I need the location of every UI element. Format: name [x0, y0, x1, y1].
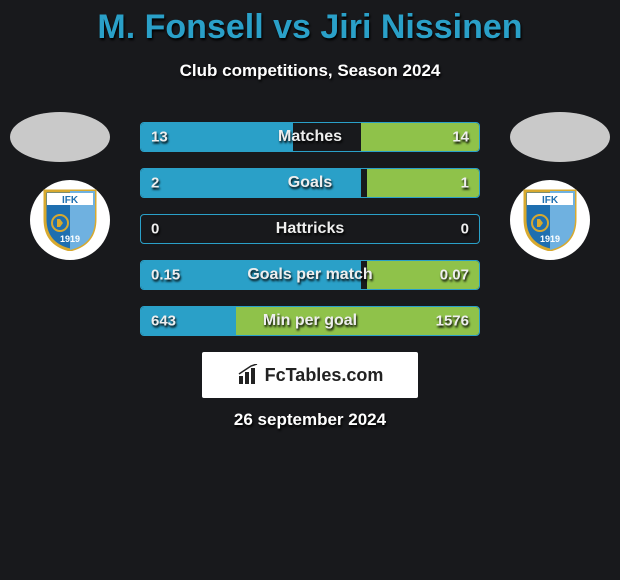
stat-value-right: 1	[461, 175, 469, 192]
player-avatar-left	[10, 112, 110, 162]
svg-text:IFK: IFK	[542, 195, 559, 206]
shield-icon: IFK 1919	[43, 189, 97, 251]
svg-text:IFK: IFK	[62, 195, 79, 206]
stat-row: 0 0 Hattricks	[140, 214, 480, 244]
page-title: M. Fonsell vs Jiri Nissinen	[0, 0, 620, 47]
stat-value-left: 2	[151, 175, 159, 192]
date-text: 26 september 2024	[234, 410, 386, 430]
brand-badge: FcTables.com	[202, 352, 418, 398]
svg-text:1919: 1919	[540, 234, 560, 244]
stat-row: 643 1576 Min per goal	[140, 306, 480, 336]
club-badge-left: IFK 1919	[30, 180, 110, 260]
stat-label: Goals per match	[247, 266, 372, 284]
stat-value-left: 0.15	[151, 267, 180, 284]
stats-container: 13 14 Matches 2 1 Goals 0 0 Hattricks 0.15 0.07 Goa…	[140, 122, 480, 352]
stat-value-right: 1576	[436, 313, 469, 330]
stat-label: Min per goal	[263, 312, 357, 330]
stat-row: 2 1 Goals	[140, 168, 480, 198]
svg-text:1919: 1919	[60, 234, 80, 244]
stat-value-right: 0.07	[440, 267, 469, 284]
stat-value-left: 0	[151, 221, 159, 238]
shield-icon: IFK 1919	[523, 189, 577, 251]
stat-row: 13 14 Matches	[140, 122, 480, 152]
stat-value-right: 0	[461, 221, 469, 238]
player-avatar-right	[510, 112, 610, 162]
chart-icon	[237, 364, 259, 386]
stat-row: 0.15 0.07 Goals per match	[140, 260, 480, 290]
stat-label: Matches	[278, 128, 342, 146]
stat-value-left: 643	[151, 313, 176, 330]
stat-label: Hattricks	[276, 220, 344, 238]
brand-text: FcTables.com	[265, 365, 384, 386]
club-badge-right: IFK 1919	[510, 180, 590, 260]
stat-label: Goals	[288, 174, 332, 192]
stat-value-right: 14	[452, 129, 469, 146]
stat-value-left: 13	[151, 129, 168, 146]
subtitle: Club competitions, Season 2024	[0, 61, 620, 81]
